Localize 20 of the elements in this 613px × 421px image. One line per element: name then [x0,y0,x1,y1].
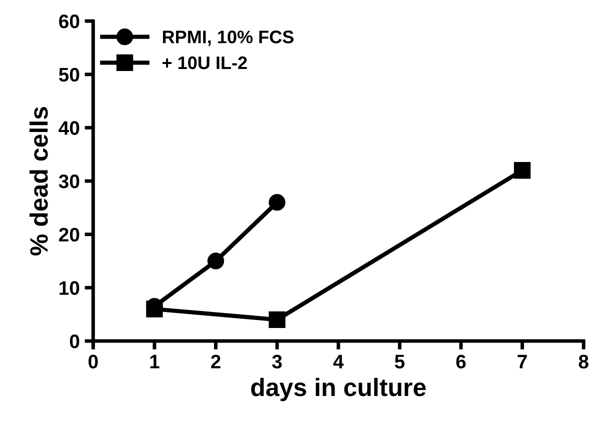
x-tick-label: 2 [211,354,220,368]
x-tick-label: 1 [150,354,160,368]
y-tick-label: 50 [58,68,80,82]
legend-label: RPMI, 10% FCS [162,30,294,46]
y-tick-label: 0 [70,334,80,348]
x-tick-label: 4 [333,354,344,368]
x-tick-label: 7 [518,354,527,368]
x-tick-label: 3 [272,354,282,369]
y-tick-label: 20 [59,228,80,242]
x-tick-label: 5 [394,354,405,368]
y-axis-title: % dead cells [29,107,48,256]
y-tick-label: 60 [59,14,80,28]
y-tick-label: 40 [58,121,80,135]
legend-label: + 10U IL-2 [162,56,247,70]
x-tick-label: 8 [578,354,588,368]
x-tick-label: 6 [456,354,466,368]
x-tick-label: 0 [88,354,98,368]
y-tick-label: 30 [58,174,80,188]
y-tick-label: 10 [60,281,80,295]
x-axis-title: days in culture [251,378,426,402]
